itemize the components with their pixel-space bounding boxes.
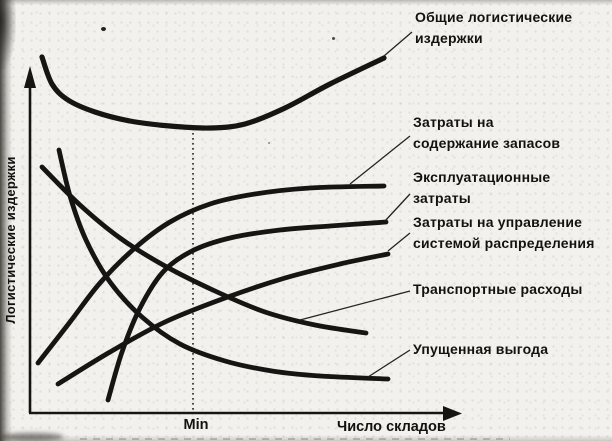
scan-speck [101, 27, 106, 31]
scan-smudge [0, 433, 64, 441]
min-marker-label: Min [183, 417, 209, 433]
curve-label-inventory-holding-costs: Затраты на содержание запасов [413, 114, 561, 151]
x-axis-label: Число складов [337, 419, 446, 435]
scan-speck [332, 37, 335, 40]
curve-label-lost-profit: Упущенная выгода [413, 341, 549, 357]
curve-label-distribution-management-costs: Затраты на управление системой распредел… [413, 214, 595, 251]
curve-label-transport-costs: Транспортные расходы [413, 281, 583, 297]
scan-speck [268, 142, 270, 144]
scan-edge-artifact [0, 0, 12, 441]
scan-streak [80, 438, 510, 440]
curve-label-total-logistics-costs: Общие логистические издержки [415, 9, 573, 46]
curve-label-operational-costs: Эксплуатационные затраты [413, 169, 551, 206]
y-axis-label: Логистические издержки [3, 156, 18, 324]
scan-corner-artifact [0, 0, 16, 70]
